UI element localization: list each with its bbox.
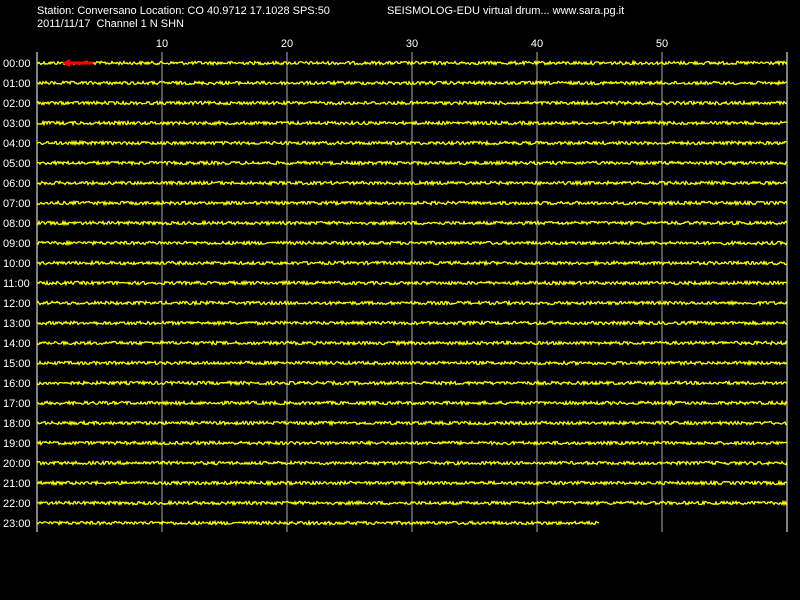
seismic-trace [36,79,788,87]
hour-row-label: 04:00 [3,138,31,150]
seismic-trace [36,239,788,247]
seismic-trace [36,99,788,107]
start-marker [62,59,94,67]
seismic-trace [36,199,788,207]
x-tick-label: 40 [531,38,543,50]
seismic-trace [36,459,788,467]
x-tick-label: 30 [406,38,418,50]
seismic-trace [36,139,788,147]
brand-info: SEISMOLOG-EDU virtual drum... www.sara.p… [387,5,625,17]
hour-row-label: 03:00 [3,118,31,130]
seismic-trace [36,159,788,167]
hour-row-label: 13:00 [3,318,31,330]
seismic-trace [36,119,788,127]
hour-row-label: 20:00 [3,458,31,470]
hour-row-label: 00:00 [3,58,31,70]
seismic-trace [36,479,788,487]
hour-row-label: 01:00 [3,78,31,90]
seismic-trace [36,499,788,507]
hour-row-label: 08:00 [3,218,31,230]
seismic-trace [36,259,788,267]
hour-row-label: 05:00 [3,158,31,170]
hour-row-label: 14:00 [3,338,31,350]
seismic-trace [36,219,788,227]
hour-row-label: 18:00 [3,418,31,430]
seismic-trace [36,439,788,447]
hour-row-label: 16:00 [3,378,31,390]
x-tick-label: 50 [656,38,668,50]
x-tick-label: 10 [156,38,168,50]
hour-row-label: 09:00 [3,238,31,250]
seismic-trace [36,519,600,527]
hour-row-label: 07:00 [3,198,31,210]
seismic-trace [36,419,788,427]
hour-row-label: 10:00 [3,258,31,270]
seismic-trace [36,59,788,67]
seismic-trace [36,399,788,407]
seismic-trace [36,299,788,307]
seismic-trace [36,279,788,287]
hour-row-label: 23:00 [3,518,31,530]
hour-row-label: 11:00 [3,278,30,290]
date-channel-info: 2011/11/17 Channel 1 N SHN [37,18,184,30]
seismic-trace [36,179,788,187]
station-info: Station: Conversano Location: CO 40.9712… [37,5,330,17]
hour-row-label: 19:00 [3,438,31,450]
hour-row-label: 12:00 [3,298,31,310]
seismic-trace [36,339,788,347]
hour-row-label: 22:00 [3,498,31,510]
seismic-trace [36,379,788,387]
seismic-trace [37,319,788,327]
hour-row-label: 21:00 [3,478,31,490]
seismic-trace [36,359,788,367]
hour-row-label: 02:00 [3,98,31,110]
hour-row-label: 06:00 [3,178,31,190]
hour-row-label: 17:00 [3,398,31,410]
hour-row-label: 15:00 [3,358,31,370]
x-tick-label: 20 [281,38,293,50]
